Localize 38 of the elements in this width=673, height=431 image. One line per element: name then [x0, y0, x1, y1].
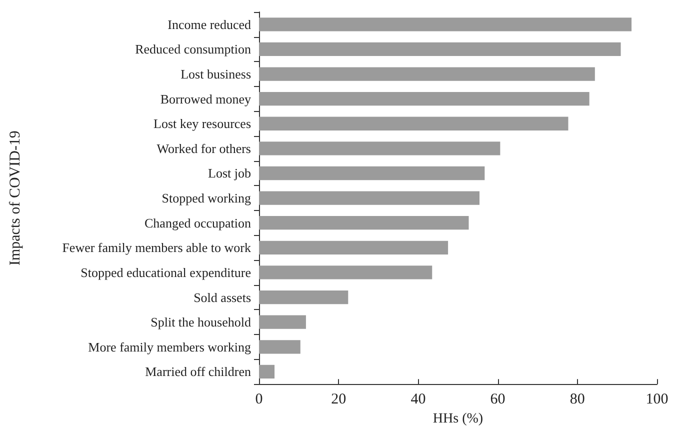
y-tick-label: More family members working — [88, 339, 252, 354]
bar — [259, 18, 632, 32]
x-tick-label: 80 — [570, 392, 585, 408]
bar — [259, 266, 432, 280]
x-tick-label: 100 — [646, 392, 668, 408]
bar — [259, 364, 275, 379]
bar — [259, 191, 480, 205]
bar — [259, 216, 469, 230]
x-axis-title: HHs (%) — [432, 412, 484, 426]
y-tick-label: Reduced consumption — [135, 42, 252, 57]
y-tick-label: Sold assets — [194, 290, 251, 305]
x-tick-label: 60 — [490, 392, 506, 408]
bar — [259, 340, 300, 354]
y-tick-label: Income reduced — [168, 16, 252, 32]
y-tick-label: Changed occupation — [144, 215, 252, 230]
bar — [259, 142, 500, 156]
y-tick-label: Split the household — [150, 314, 252, 330]
y-tick-label: Worked for others — [156, 140, 251, 156]
y-tick-label: Stopped working — [162, 190, 252, 206]
y-tick-label: Stopped educational expenditure — [80, 264, 252, 280]
bar — [259, 116, 568, 130]
x-tick-label: 40 — [410, 392, 426, 408]
y-tick-label: Fewer family members able to work — [62, 240, 252, 256]
y-tick-label: Lost job — [208, 166, 251, 181]
bar — [259, 92, 590, 106]
bar — [259, 166, 485, 180]
bar — [259, 240, 448, 254]
x-tick-label: 20 — [331, 392, 346, 408]
y-tick-label: Lost key resources — [154, 116, 251, 132]
y-tick-label: Lost business — [180, 66, 251, 82]
y-tick-label: Borrowed money — [160, 91, 252, 106]
bar — [259, 67, 595, 81]
bar — [259, 42, 621, 56]
bar — [259, 315, 306, 329]
y-axis-title: Impacts of COVID-19 — [8, 130, 24, 266]
y-tick-label: Married off children — [145, 364, 252, 380]
bar — [259, 290, 348, 304]
x-tick-label: 0 — [255, 392, 263, 408]
